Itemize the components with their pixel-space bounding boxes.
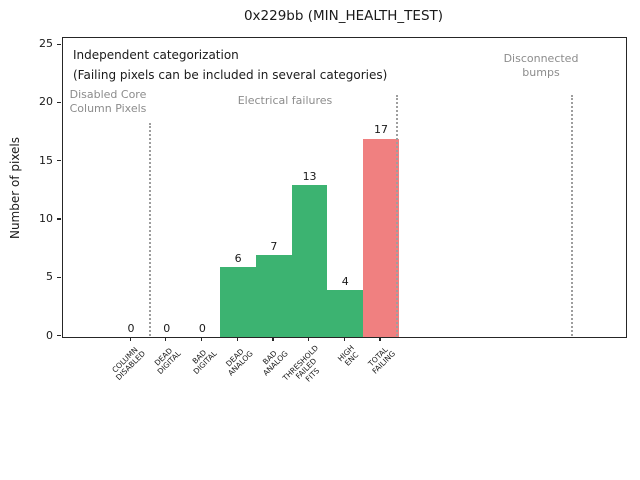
chart-title: 0x229bb (MIN_HEALTH_TEST) [243,8,444,24]
x-label-dead-digital: DEAD DIGITAL [153,346,184,377]
annotation-note2: (Failing pixels can be included in sever… [73,68,388,82]
y-tick-mark [57,101,61,103]
x-tick-mark [165,337,167,341]
y-tick-mark [57,335,61,337]
bar-value-total-failing: 17 [373,123,388,137]
bar-value-dead-analog: 6 [234,251,242,265]
x-tick-mark [343,337,345,341]
bar-value-threshold-failed-fits: 13 [302,169,317,183]
bar-value-dead-digital: 0 [163,321,171,335]
bar-dead-analog [220,267,256,337]
annotation-note1: Independent categorization [73,48,239,62]
y-tick-mark [57,160,61,162]
x-tick-mark [129,337,131,341]
x-label-threshold-failed-fits: THRESHOLD FAILED FITS [281,343,322,384]
group-divider-3 [571,95,573,336]
annotation-region-electrical: Electrical failures [237,94,333,107]
annotation-region-disconnected: Disconnected bumps [503,52,579,79]
bar-threshold-failed-fits [291,185,328,337]
bar-bad-analog [256,255,292,337]
y-tick-label: 15 [39,153,53,167]
y-tick-label: 20 [39,95,53,109]
group-divider-1 [149,123,151,336]
bar-value-bad-analog: 7 [270,239,278,253]
x-tick-mark [308,337,310,341]
y-tick-label: 10 [39,211,53,225]
bar-high-enc [327,290,364,337]
y-tick-label: 5 [46,270,53,284]
bar-value-column-disabled: 0 [127,321,135,335]
y-tick-mark [57,276,61,278]
x-tick-mark [200,337,203,341]
x-label-column-disabled: COLUMN DISABLED [110,345,148,383]
y-tick-mark [57,43,61,45]
x-label-dead-analog: DEAD ANALOG [223,346,255,378]
y-tick-label: 0 [46,328,53,342]
bar-value-bad-digital: 0 [198,321,206,335]
bar-total-failing [363,138,399,337]
x-label-high-enc: HIGH ENC [335,343,361,368]
y-tick-mark [57,218,61,220]
annotation-region-disabled-core: Disabled Core Column Pixels [69,88,147,115]
plot-area: 0 0 0 6 7 13 4 17 [62,37,627,338]
bar-value-high-enc: 4 [341,274,349,288]
x-label-total-failing: TOTAL FAILING [366,345,398,376]
x-tick-mark [272,337,274,341]
x-tick-mark [379,337,381,341]
group-divider-2 [396,95,398,336]
x-label-bad-digital: BAD DIGITAL [190,347,220,377]
x-tick-mark [236,337,238,341]
y-tick-label: 25 [39,37,53,50]
